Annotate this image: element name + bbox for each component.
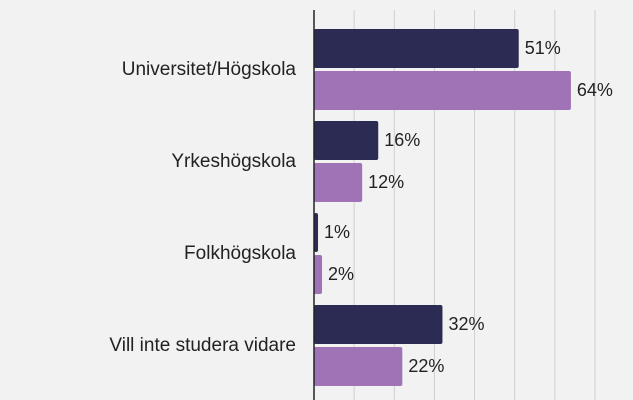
value-label: 2% xyxy=(328,264,354,284)
bar xyxy=(314,121,379,160)
bar xyxy=(314,163,363,202)
value-label: 12% xyxy=(368,172,404,192)
bar xyxy=(314,71,571,110)
category-label: Universitet/Högskola xyxy=(122,59,297,80)
value-label: 51% xyxy=(525,38,561,58)
bar xyxy=(314,347,403,386)
value-label: 1% xyxy=(324,222,350,242)
category-label: Folkhögskola xyxy=(184,243,296,264)
value-label: 16% xyxy=(384,130,420,150)
bar xyxy=(314,29,519,68)
bar xyxy=(314,213,319,252)
value-label: 64% xyxy=(577,80,613,100)
bar xyxy=(314,255,323,294)
bar xyxy=(314,305,443,344)
category-label: Vill inte studera vidare xyxy=(109,335,296,356)
category-label: Yrkeshögskola xyxy=(171,151,296,172)
value-label: 22% xyxy=(408,356,444,376)
value-label: 32% xyxy=(448,314,484,334)
